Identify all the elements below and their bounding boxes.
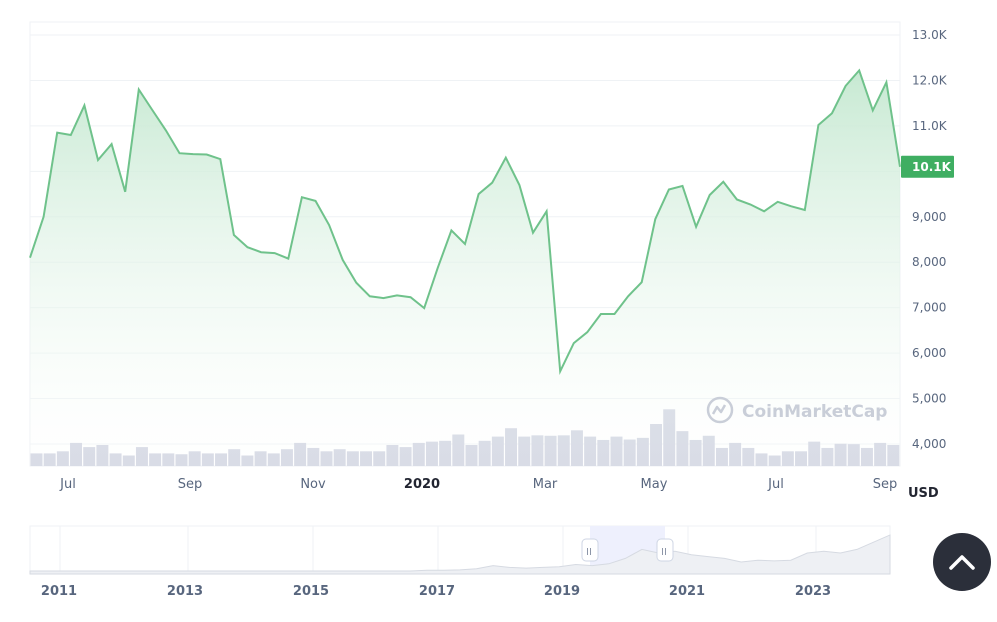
current-price-badge: 10.1K <box>901 155 954 178</box>
price-area <box>30 70 900 467</box>
chevron-up-icon <box>949 555 975 570</box>
x-tick-label: Mar <box>533 477 558 492</box>
y-tick-label: 7,000 <box>912 301 946 315</box>
x-axis: Jul Sep Nov 2020 Mar May Jul Sep <box>59 477 897 492</box>
x-tick-label: Sep <box>178 477 203 492</box>
unit-label: USD <box>908 486 939 501</box>
x-tick-label: May <box>641 477 668 492</box>
x-tick-label: Sep <box>873 477 898 492</box>
navigator-year-labels: 2011 2013 2015 2017 2019 2021 2023 <box>41 584 831 599</box>
navigator-year-label: 2023 <box>795 584 831 599</box>
y-axis: 13.0K 12.0K 11.0K 9,000 8,000 7,000 6,000 5,000… <box>912 28 948 451</box>
scroll-to-top-button[interactable] <box>933 533 991 591</box>
navigator-year-label: 2015 <box>293 584 329 599</box>
navigator-year-label: 2013 <box>167 584 203 599</box>
handle-grip-right: II <box>661 547 667 558</box>
y-tick-label: 11.0K <box>912 119 948 133</box>
navigator-year-label: 2011 <box>41 584 77 599</box>
current-price-label: 10.1K <box>912 160 952 174</box>
y-tick-label: 9,000 <box>912 210 946 224</box>
navigator-year-label: 2017 <box>419 584 455 599</box>
time-navigator[interactable]: II II 2011 2013 2015 2017 2019 2021 2023 <box>29 525 891 599</box>
navigator-year-label: 2019 <box>544 584 580 599</box>
handle-grip-left: II <box>586 547 592 558</box>
watermark-text: CoinMarketCap <box>742 402 887 422</box>
coinmarketcap-logo-icon <box>706 396 734 424</box>
y-tick-label: 5,000 <box>912 392 946 406</box>
y-tick-label: 4,000 <box>912 437 946 451</box>
navigator-area <box>29 534 891 575</box>
navigator-left-handle[interactable]: II <box>581 538 599 562</box>
x-tick-label: Nov <box>300 477 326 492</box>
x-tick-label: Jul <box>767 477 784 492</box>
y-tick-label: 13.0K <box>912 28 948 42</box>
navigator-right-handle[interactable]: II <box>656 538 674 562</box>
x-tick-label: Jul <box>59 477 76 492</box>
price-line <box>29 68 901 376</box>
navigator-year-label: 2021 <box>669 584 705 599</box>
y-tick-label: 6,000 <box>912 346 946 360</box>
y-tick-label: 12.0K <box>912 73 948 87</box>
watermark: CoinMarketCap <box>706 396 887 424</box>
x-tick-label: 2020 <box>404 477 440 492</box>
y-tick-label: 8,000 <box>912 255 946 269</box>
